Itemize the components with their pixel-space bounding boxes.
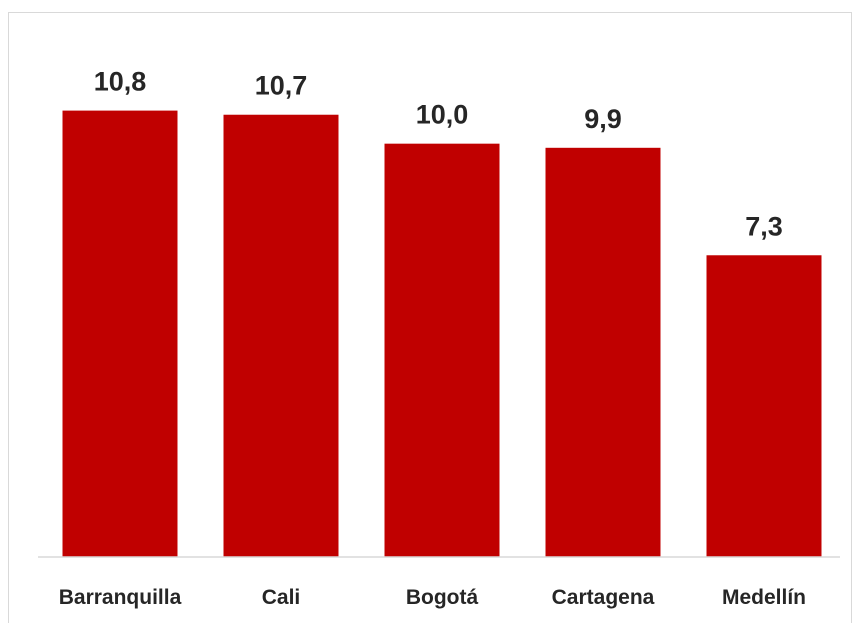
category-label-barranquilla: Barranquilla — [59, 586, 182, 609]
value-label-barranquilla: 10,8 — [94, 67, 147, 97]
category-label-medellín: Medellín — [722, 586, 806, 609]
category-label-cali: Cali — [262, 586, 301, 609]
bar-cali — [223, 114, 339, 557]
bar-bogotá — [384, 143, 500, 557]
bar-medellín — [706, 255, 822, 557]
category-label-bogotá: Bogotá — [406, 586, 479, 609]
value-label-medellín: 7,3 — [745, 211, 783, 241]
value-labels-group: 10,8 10,7 10,0 9,9 7,3 — [94, 67, 783, 242]
value-label-bogotá: 10,0 — [416, 100, 469, 130]
category-label-cartagena: Cartagena — [552, 586, 655, 609]
bars-group — [62, 110, 822, 558]
value-label-cali: 10,7 — [255, 71, 308, 101]
category-labels-group: Barranquilla Cali Bogotá Cartagena Medellín — [59, 586, 806, 609]
value-label-cartagena: 9,9 — [584, 104, 622, 134]
bar-cartagena — [545, 147, 661, 558]
bar-barranquilla — [62, 110, 178, 557]
